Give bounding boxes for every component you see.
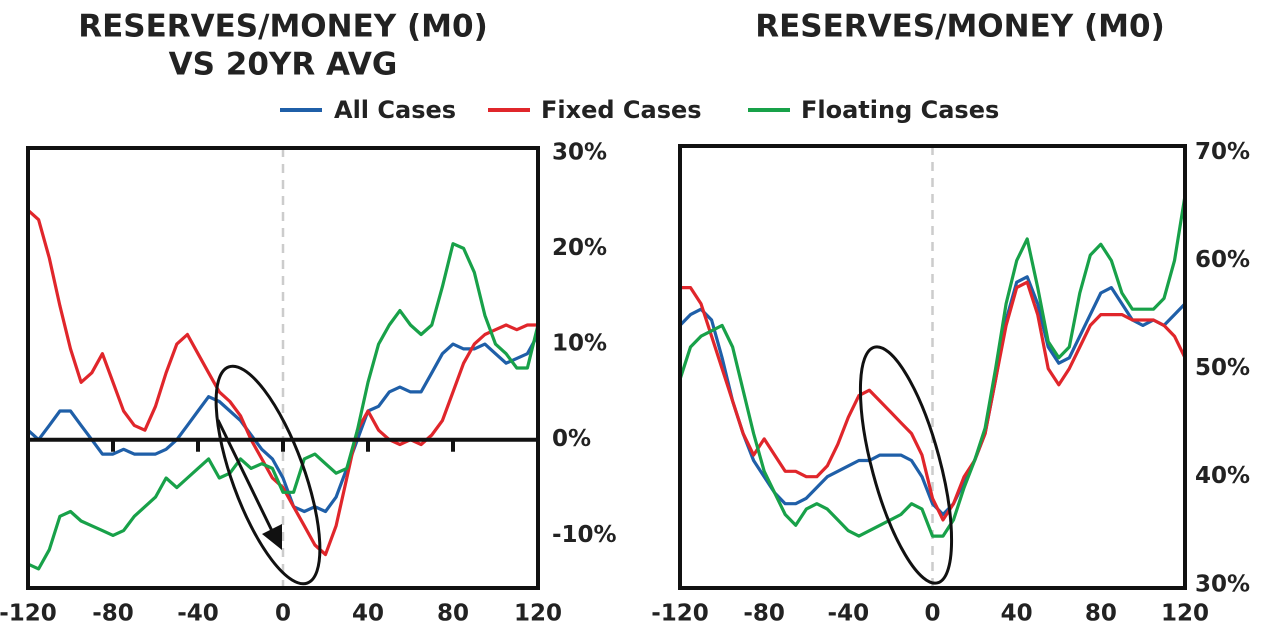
x-tick-label: 40 <box>352 601 384 627</box>
x-tick-label: 120 <box>1161 601 1209 627</box>
x-tick-label: 0 <box>924 601 940 627</box>
legend-label: Floating Cases <box>801 96 999 124</box>
y-tick-label: 30% <box>552 139 607 165</box>
x-tick-label: 80 <box>1085 601 1117 627</box>
chart-title: RESERVES/MONEY (M0) <box>78 9 488 45</box>
x-tick-label: -120 <box>651 601 709 627</box>
x-tick-label: -40 <box>177 601 219 627</box>
series-line <box>27 242 540 571</box>
y-tick-label: 10% <box>552 331 607 357</box>
series-line <box>26 209 538 557</box>
series-line <box>678 195 1187 538</box>
plot-frame <box>26 146 540 590</box>
y-tick-label: 60% <box>1195 247 1250 273</box>
x-tick-label: -40 <box>828 601 870 627</box>
chart-title: RESERVES/MONEY (M0) <box>755 9 1165 45</box>
x-tick-label: 0 <box>275 601 291 627</box>
y-tick-label: -10% <box>552 522 617 548</box>
highlight-ellipse <box>858 345 954 585</box>
chart-title: VS 20YR AVG <box>169 47 398 83</box>
plot-frame <box>678 144 1187 590</box>
y-tick-label: 30% <box>1195 571 1250 597</box>
highlight-ellipse <box>214 364 322 586</box>
x-tick-label: -120 <box>0 601 57 627</box>
arrow-shaft <box>216 419 276 536</box>
x-tick-label: -80 <box>92 601 134 627</box>
y-tick-label: 50% <box>1195 355 1250 381</box>
y-tick-label: 70% <box>1195 139 1250 165</box>
legend-label: Fixed Cases <box>541 96 702 124</box>
x-tick-label: 120 <box>514 601 562 627</box>
annotations <box>214 345 954 586</box>
legend-label: All Cases <box>334 96 456 124</box>
y-tick-label: 0% <box>552 426 591 452</box>
y-tick-label: 20% <box>552 235 607 261</box>
series-line <box>680 280 1187 522</box>
x-tick-label: 40 <box>1001 601 1033 627</box>
x-tick-label: -80 <box>743 601 785 627</box>
arrow-head <box>262 524 282 550</box>
series-line <box>678 275 1187 517</box>
x-tick-label: 80 <box>437 601 469 627</box>
y-tick-label: 40% <box>1195 463 1250 489</box>
series-line <box>26 333 540 514</box>
